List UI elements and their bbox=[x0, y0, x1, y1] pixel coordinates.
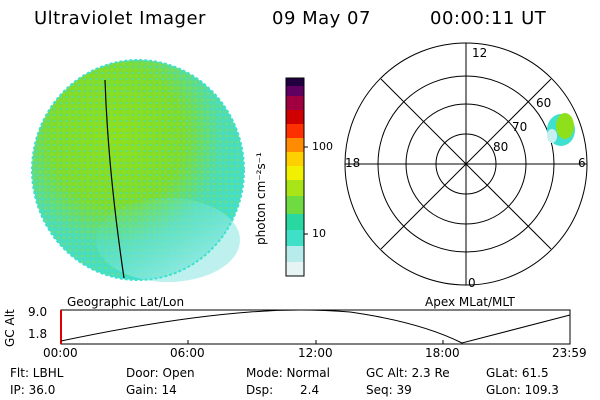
timeline-right-label: Apex MLat/MLT bbox=[425, 295, 515, 309]
xtick-0600: 06:00 bbox=[170, 346, 205, 360]
colorbar-tick-100: 100 bbox=[312, 140, 333, 153]
xtick-2359: 23:59 bbox=[552, 346, 587, 360]
colorbar bbox=[285, 77, 308, 277]
timeline-left-label: Geographic Lat/Lon bbox=[67, 295, 185, 309]
timeline-ytick-low: 1.8 bbox=[28, 327, 48, 341]
info-gc-alt: GC Alt: 2.3 Re bbox=[366, 366, 450, 380]
xtick-0000: 00:00 bbox=[43, 346, 78, 360]
info-glon: GLon: 109.3 bbox=[486, 383, 559, 397]
colorbar-tick-10: 10 bbox=[312, 227, 326, 240]
colorbar-unit: photon cm⁻²s⁻¹ bbox=[254, 152, 268, 245]
info-filter: Flt: LBHL bbox=[10, 366, 64, 380]
timeline-ytick-high: 9.0 bbox=[28, 305, 48, 319]
lat-label-70: 70 bbox=[512, 120, 528, 134]
polar-plot bbox=[344, 42, 588, 286]
header-date: 09 May 07 bbox=[272, 8, 371, 29]
info-gain: Gain: 14 bbox=[126, 383, 177, 397]
mlt-label-18: 18 bbox=[345, 156, 361, 170]
header-time: 00:00:11 UT bbox=[430, 8, 547, 29]
xtick-1200: 12:00 bbox=[298, 346, 333, 360]
mlt-label-0: 0 bbox=[468, 276, 476, 290]
xtick-1800: 18:00 bbox=[425, 346, 460, 360]
info-dsp-value: 2.4 bbox=[300, 383, 320, 397]
mlt-label-12: 12 bbox=[472, 46, 488, 60]
lat-label-60: 60 bbox=[536, 96, 552, 110]
mlt-label-6: 6 bbox=[578, 156, 586, 170]
auroral-patch bbox=[547, 113, 575, 146]
app-title: Ultraviolet Imager bbox=[34, 8, 206, 29]
earth-disk bbox=[31, 59, 245, 282]
info-seq: Seq: 39 bbox=[366, 383, 412, 397]
info-ip: IP: 36.0 bbox=[10, 383, 56, 397]
info-door: Door: Open bbox=[126, 366, 195, 380]
info-mode: Mode: Normal bbox=[246, 366, 330, 380]
info-glat: GLat: 61.5 bbox=[486, 366, 549, 380]
timeline-plot bbox=[60, 309, 571, 345]
lat-label-80: 80 bbox=[493, 140, 509, 154]
timeline-axis-title: GC Alt bbox=[3, 309, 17, 347]
info-dsp-label: Dsp: bbox=[246, 383, 274, 397]
terminator-line bbox=[104, 79, 125, 279]
